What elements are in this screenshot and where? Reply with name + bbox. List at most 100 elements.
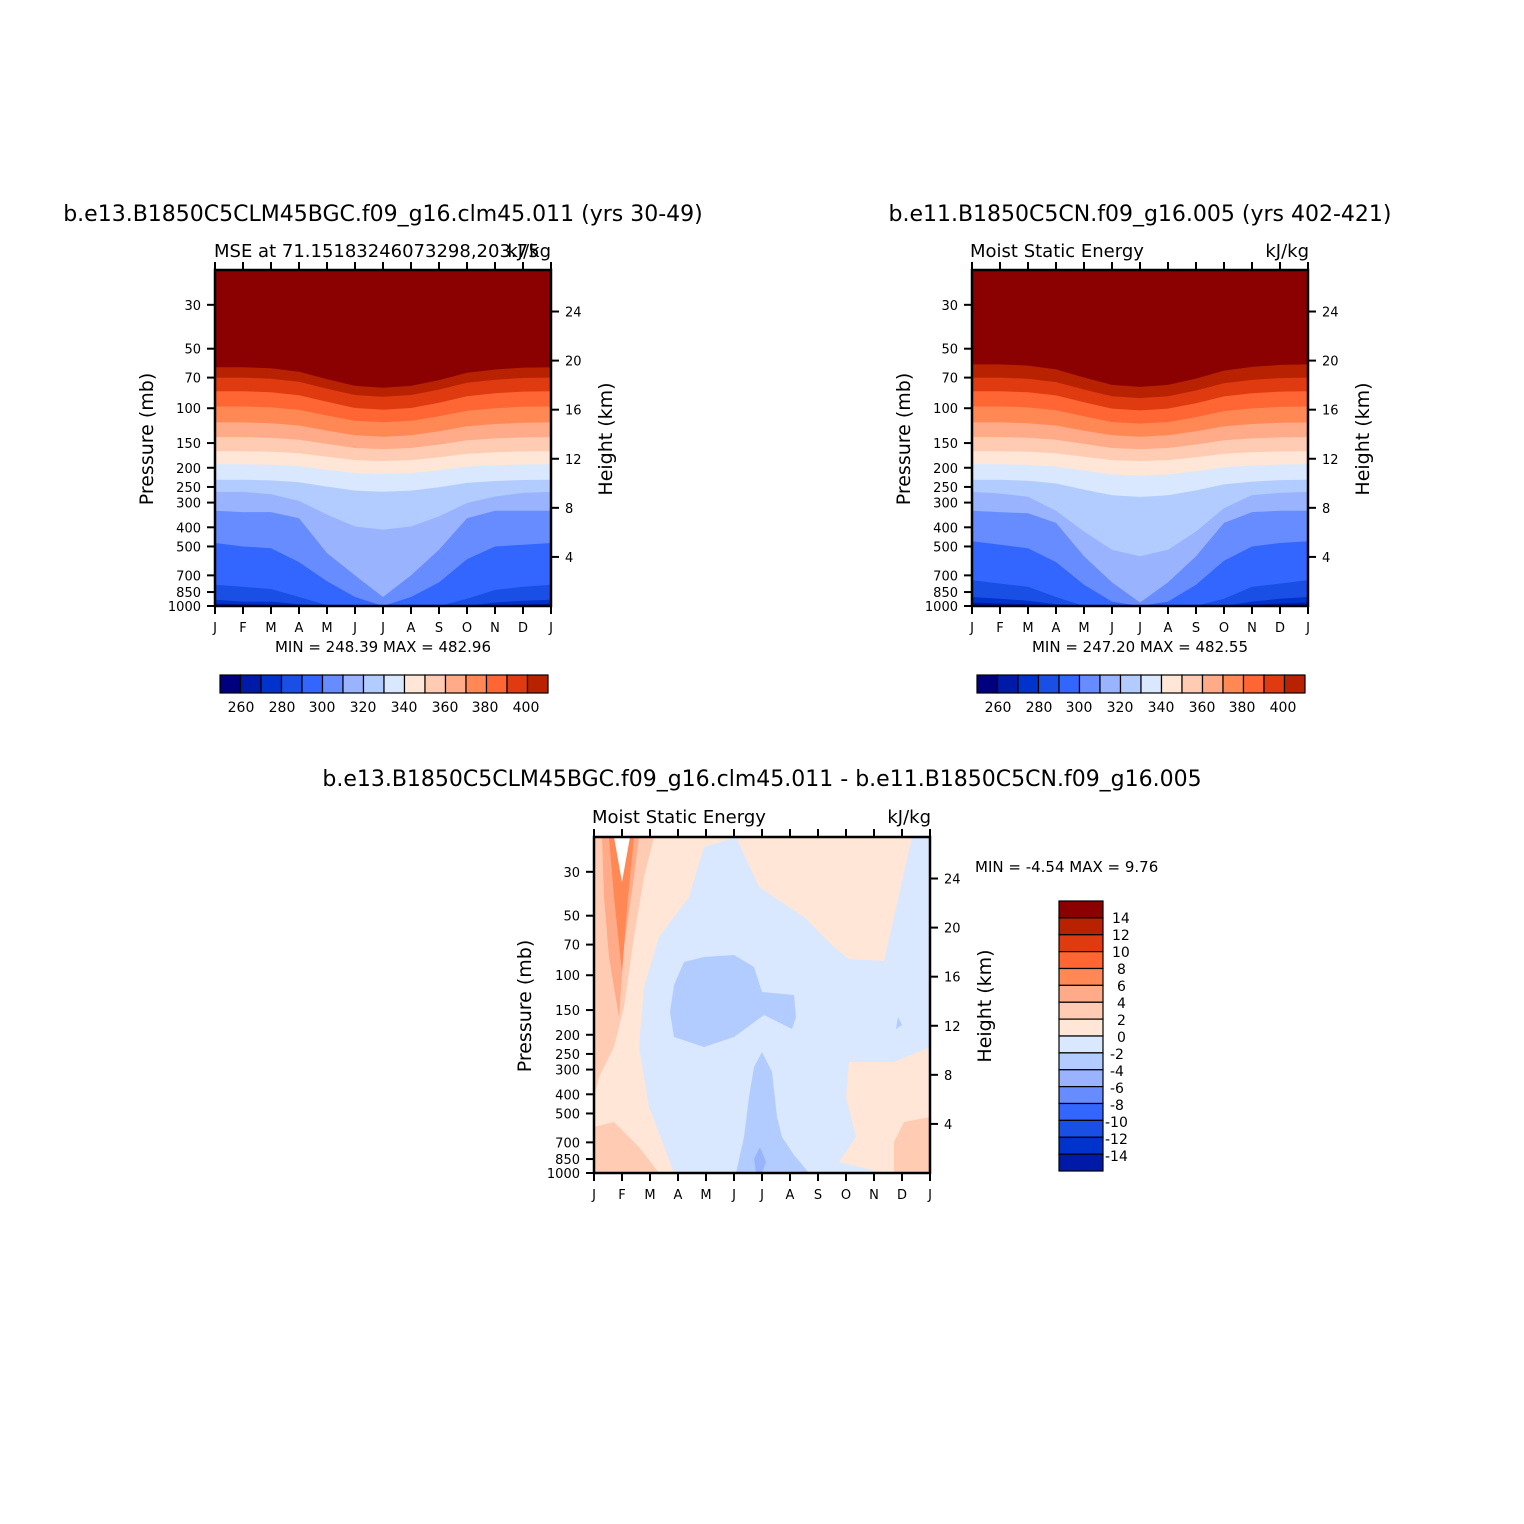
x-tick-label: S: [435, 621, 443, 636]
colorbar-box: [1283, 674, 1306, 694]
y-tick-label: 250: [555, 1048, 580, 1063]
x-tick-label: J: [212, 621, 217, 636]
x-tick-label: O: [1219, 621, 1229, 636]
contour-band: [215, 543, 551, 606]
x-tick-label: D: [1275, 621, 1285, 636]
colorbar-3-tick-label: 14: [1112, 911, 1130, 927]
x-tick-label: F: [239, 621, 246, 636]
x-tick-label: A: [295, 621, 304, 636]
colorbar-box: [1222, 674, 1245, 694]
x-tick-label: J: [731, 1188, 736, 1203]
colorbar-2-tick-label: 400: [1270, 700, 1297, 716]
panel-1-contour-bands: [215, 270, 551, 606]
height-tick-label: 24: [944, 873, 961, 888]
height-tick-label: 8: [565, 502, 573, 517]
y-tick-label: 300: [176, 497, 201, 512]
colorbar-box: [342, 674, 365, 694]
colorbar-box: [1099, 674, 1122, 694]
colorbar-box: [301, 674, 324, 694]
panel-2-case-title: b.e11.B1850C5CN.f09_g16.005 (yrs 402-421…: [888, 202, 1391, 227]
colorbar-box: [321, 674, 344, 694]
panel-2: b.e11.B1850C5CN.f09_g16.005 (yrs 402-421…: [888, 202, 1391, 716]
x-tick-label: A: [674, 1188, 683, 1203]
colorbar-box: [280, 674, 303, 694]
panel-3-colorbar: [1058, 900, 1104, 1172]
y-tick-label: 1000: [168, 600, 201, 615]
contour-band: [896, 1017, 902, 1029]
colorbar-2-tick-label: 360: [1189, 700, 1216, 716]
x-tick-label: A: [407, 621, 416, 636]
colorbar-box: [219, 674, 242, 694]
x-tick-label: A: [1052, 621, 1061, 636]
y-tick-label: 150: [555, 1004, 580, 1019]
colorbar-3-tick-label: -2: [1110, 1047, 1124, 1063]
contour-band: [972, 541, 1308, 606]
panel-3: b.e13.B1850C5CLM45BGC.f09_g16.clm45.011 …: [322, 767, 1201, 1203]
colorbar-box: [1058, 984, 1104, 1003]
x-tick-label: M: [1022, 621, 1033, 636]
x-tick-label: A: [1164, 621, 1173, 636]
x-tick-label: O: [462, 621, 472, 636]
colorbar-1-tick-label: 300: [309, 700, 336, 716]
height-tick-label: 8: [944, 1069, 952, 1084]
colorbar-box: [485, 674, 508, 694]
colorbar-box: [1058, 1086, 1104, 1105]
y-tick-label: 500: [933, 540, 958, 555]
colorbar-box: [362, 674, 385, 694]
height-tick-label: 20: [944, 922, 961, 937]
panel-3-contour-bands: [594, 837, 930, 1173]
colorbar-1-tick-label: 320: [350, 700, 377, 716]
colorbar-2-tick-label: 280: [1026, 700, 1053, 716]
panel-2-left-string: Moist Static Energy: [970, 241, 1144, 262]
contour-band: [736, 1052, 809, 1173]
y-tick-label: 150: [933, 437, 958, 452]
y-tick-label: 400: [555, 1088, 580, 1103]
x-tick-label: N: [490, 621, 500, 636]
panel-2-minmax: MIN = 247.20 MAX = 482.55: [1032, 638, 1248, 656]
y-tick-label: 70: [941, 372, 958, 387]
colorbar-box: [239, 674, 262, 694]
y-tick-label: 70: [184, 372, 201, 387]
panel-1-colorbar: [219, 674, 549, 694]
contour-band: [670, 955, 796, 1047]
y-tick-label: 1000: [547, 1167, 580, 1182]
colorbar-1-tick-label: 280: [269, 700, 296, 716]
contour-band: [894, 1117, 930, 1173]
colorbar-box: [1058, 934, 1104, 953]
colorbar-box: [1037, 674, 1060, 694]
colorbar-3-tick-label: -14: [1105, 1149, 1128, 1165]
panel-2-y-right-label: Height (km): [1352, 382, 1374, 495]
height-tick-label: 12: [565, 453, 582, 468]
y-tick-label: 100: [933, 402, 958, 417]
contour-band: [972, 580, 1308, 606]
y-tick-label: 100: [176, 402, 201, 417]
x-tick-label: J: [1137, 621, 1142, 636]
height-tick-label: 16: [944, 971, 961, 986]
height-tick-label: 16: [1322, 404, 1339, 419]
colorbar-box: [1058, 1052, 1104, 1071]
x-tick-label: N: [1247, 621, 1257, 636]
y-tick-label: 400: [176, 521, 201, 536]
x-tick-label: J: [1305, 621, 1310, 636]
x-tick-label: J: [927, 1188, 932, 1203]
colorbar-box: [1263, 674, 1286, 694]
x-tick-label: D: [897, 1188, 907, 1203]
panel-2-y-left-label: Pressure (mb): [893, 373, 915, 506]
y-tick-label: 500: [176, 540, 201, 555]
y-tick-label: 250: [933, 481, 958, 496]
colorbar-box: [424, 674, 447, 694]
contour-band: [215, 584, 551, 606]
colorbar-3-tick-label: -8: [1110, 1098, 1124, 1114]
x-tick-label: J: [591, 1188, 596, 1203]
panel-1: b.e13.B1850C5CLM45BGC.f09_g16.clm45.011 …: [63, 202, 703, 716]
height-tick-label: 12: [1322, 453, 1339, 468]
y-tick-label: 850: [933, 586, 958, 601]
colorbar-box: [1058, 1001, 1104, 1020]
colorbar-2-tick-label: 380: [1229, 700, 1256, 716]
colorbar-box: [1058, 1102, 1104, 1121]
colorbar-box: [1058, 1035, 1104, 1054]
